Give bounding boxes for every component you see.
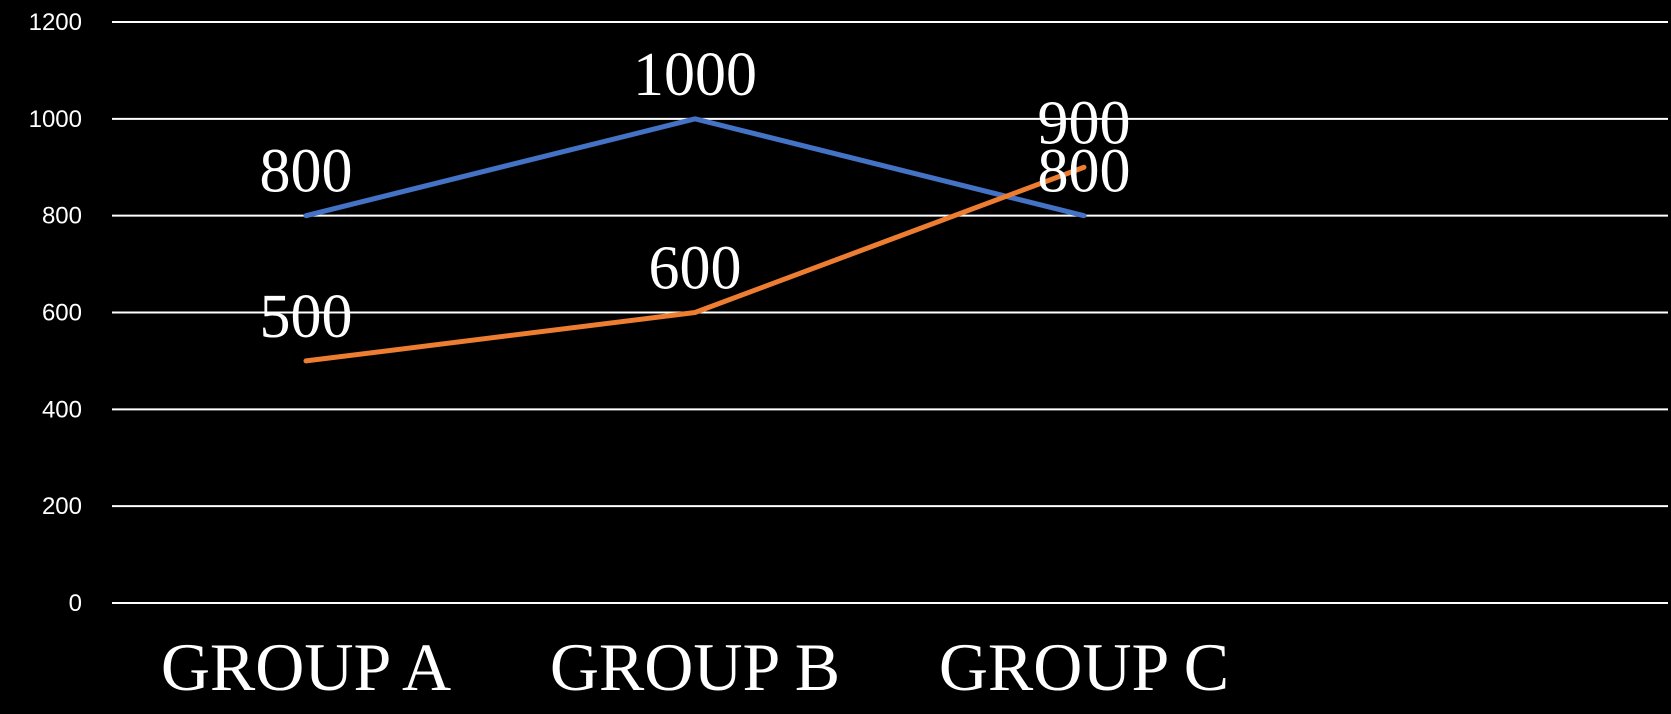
data-label: 1000 xyxy=(633,41,757,109)
data-labels: 800 1000 800 500 600 900 xyxy=(260,41,1131,351)
gridlines xyxy=(112,21,1668,604)
data-label: 800 xyxy=(1038,138,1131,206)
y-tick-label: 0 xyxy=(69,590,82,617)
series-line-1 xyxy=(303,116,1087,219)
x-tick-label: GROUP A xyxy=(161,629,451,705)
data-label: 500 xyxy=(260,283,353,351)
y-tick-label: 1200 xyxy=(29,9,82,36)
x-axis-tick-labels: GROUP A GROUP B GROUP C xyxy=(161,629,1229,705)
data-label: 600 xyxy=(649,235,742,303)
y-tick-label: 600 xyxy=(42,300,82,327)
y-tick-label: 1000 xyxy=(29,106,82,133)
y-axis-tick-labels: 0 200 400 600 800 1000 1200 xyxy=(29,9,82,617)
x-tick-label: GROUP B xyxy=(550,629,840,705)
series-line-2 xyxy=(303,164,1087,364)
series-lines xyxy=(303,116,1087,364)
data-label: 800 xyxy=(260,138,353,206)
y-tick-label: 200 xyxy=(42,493,82,520)
data-label: 900 xyxy=(1038,89,1131,157)
x-tick-label: GROUP C xyxy=(939,629,1229,705)
y-tick-label: 800 xyxy=(42,203,82,230)
y-tick-label: 400 xyxy=(42,396,82,423)
